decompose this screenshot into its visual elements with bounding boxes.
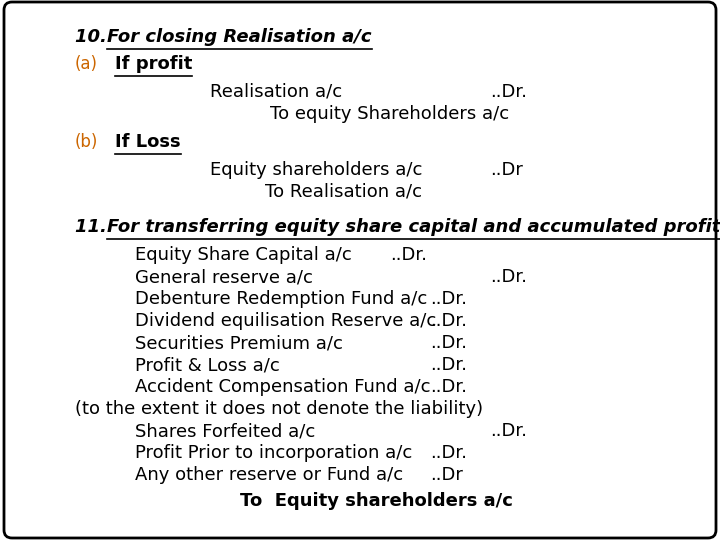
Text: ..Dr.: ..Dr.: [430, 334, 467, 352]
Text: Profit & Loss a/c: Profit & Loss a/c: [135, 356, 280, 374]
Text: General reserve a/c: General reserve a/c: [135, 268, 313, 286]
Text: Profit Prior to incorporation a/c: Profit Prior to incorporation a/c: [135, 444, 413, 462]
Text: For transferring equity share capital and accumulated profit: For transferring equity share capital an…: [107, 218, 720, 236]
Text: ..Dr.: ..Dr.: [390, 246, 427, 264]
FancyBboxPatch shape: [4, 2, 716, 538]
Text: ..Dr.: ..Dr.: [490, 83, 527, 101]
Text: (to the extent it does not denote the liability): (to the extent it does not denote the li…: [75, 400, 483, 418]
Text: To Realisation a/c: To Realisation a/c: [265, 183, 422, 201]
Text: ..Dr: ..Dr: [490, 161, 523, 179]
Text: If profit: If profit: [115, 55, 192, 73]
Text: ..Dr.: ..Dr.: [430, 378, 467, 396]
Text: ..Dr.: ..Dr.: [430, 290, 467, 308]
Text: Shares Forfeited a/c: Shares Forfeited a/c: [135, 422, 315, 440]
Text: ..Dr.: ..Dr.: [430, 312, 467, 330]
Text: Realisation a/c: Realisation a/c: [210, 83, 342, 101]
Text: Accident Compensation Fund a/c: Accident Compensation Fund a/c: [135, 378, 431, 396]
Text: (a): (a): [75, 55, 98, 73]
Text: For closing Realisation a/c: For closing Realisation a/c: [107, 28, 372, 46]
Text: Dividend equilisation Reserve a/c: Dividend equilisation Reserve a/c: [135, 312, 436, 330]
Text: Debenture Redemption Fund a/c: Debenture Redemption Fund a/c: [135, 290, 427, 308]
Text: Equity Share Capital a/c: Equity Share Capital a/c: [135, 246, 352, 264]
Text: Any other reserve or Fund a/c: Any other reserve or Fund a/c: [135, 466, 403, 484]
Text: Equity shareholders a/c: Equity shareholders a/c: [210, 161, 423, 179]
Text: If Loss: If Loss: [115, 133, 181, 151]
Text: (b): (b): [75, 133, 99, 151]
Text: To equity Shareholders a/c: To equity Shareholders a/c: [270, 105, 509, 123]
Text: ..Dr.: ..Dr.: [490, 422, 527, 440]
Text: 11.: 11.: [75, 218, 113, 236]
Text: ..Dr.: ..Dr.: [490, 268, 527, 286]
Text: ..Dr: ..Dr: [430, 466, 463, 484]
Text: ..Dr.: ..Dr.: [430, 444, 467, 462]
Text: Securities Premium a/c: Securities Premium a/c: [135, 334, 343, 352]
Text: ..Dr.: ..Dr.: [430, 356, 467, 374]
Text: 10.: 10.: [75, 28, 113, 46]
Text: To  Equity shareholders a/c: To Equity shareholders a/c: [240, 492, 513, 510]
